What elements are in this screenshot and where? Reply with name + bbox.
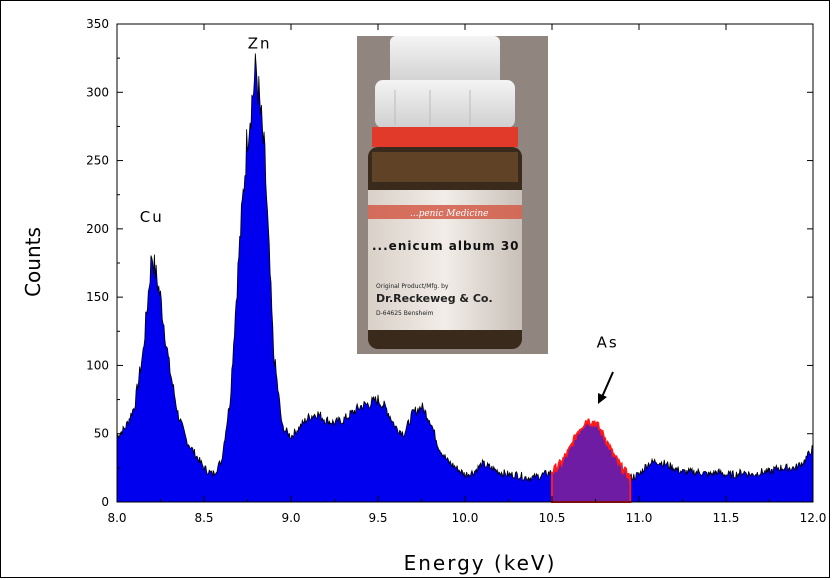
ticks-layer [116,23,814,503]
highlight-layer [551,418,632,503]
peak-label-as: As [597,334,619,352]
y-tick-label: 150 [86,290,109,304]
x-axis-title: Energy (keV) [404,551,557,575]
peak-label-zn: Zn [248,35,272,53]
x-tick-label: 8.5 [194,511,213,525]
bottle-label-line-3: Original Product/Mfg. by [376,283,449,290]
y-tick-label: 100 [86,358,109,372]
as-arrow [598,371,614,404]
bottle-label-line-1: ...penic Medicine [410,209,488,219]
bottle-photo: ...penic Medicine ...enicum album 30 Ori… [357,36,548,354]
x-tick-label: 10.5 [539,511,566,525]
peak-label-cu: Cu [140,208,164,226]
bottle-label-line-2: ...enicum album 30 [372,239,520,253]
y-tick-label: 50 [94,427,109,441]
as-highlight-region [551,418,632,503]
bottle-label-line-4: Dr.Reckeweg & Co. [376,292,493,305]
y-tick-label: 200 [86,222,109,236]
x-tick-label: 12.0 [800,511,827,525]
x-tick-label: 10.0 [452,511,479,525]
series-layer [117,53,813,502]
x-tick-label: 11.5 [713,511,740,525]
y-tick-label: 300 [86,85,109,99]
y-tick-label: 0 [101,495,109,509]
annotation-layer: Cu Zn As [140,35,619,352]
spectrum-area [117,53,813,502]
tick-labels-layer: 8.0 8.5 9.0 9.5 10.0 10.5 11.0 11.5 12.0 0 50 100 15… [86,17,826,525]
y-tick-label: 350 [86,17,109,31]
x-tick-label: 9.5 [368,511,387,525]
x-tick-label: 11.0 [626,511,653,525]
y-tick-label: 250 [86,154,109,168]
x-tick-label: 9.0 [281,511,300,525]
y-axis-title: Counts [21,227,45,297]
bottle-label-line-5: D-64625 Bensheim [376,310,434,317]
x-tick-label: 8.0 [107,511,126,525]
